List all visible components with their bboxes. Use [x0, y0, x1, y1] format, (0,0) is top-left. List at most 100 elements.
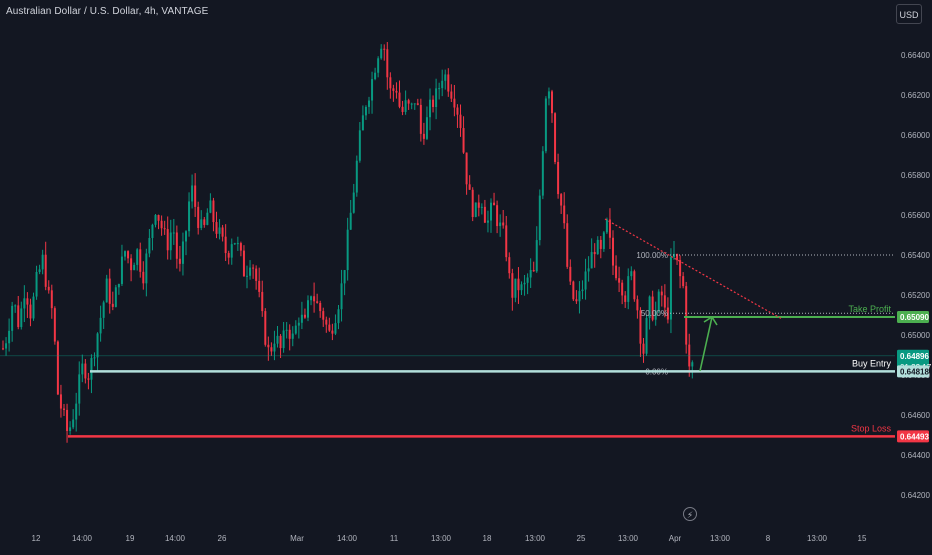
candle-body	[401, 106, 404, 112]
candle-body	[224, 236, 227, 254]
time-axis: 12 14:00 19 14:00 26 Mar 14:00 11 13:00 18 13:00 25…	[32, 534, 867, 543]
candle-body	[188, 201, 191, 232]
candle-body	[361, 115, 364, 131]
candle-body	[551, 91, 553, 114]
candle-body	[453, 98, 456, 108]
candle-body	[438, 88, 441, 90]
buy-entry-price-tag: 0.64818	[900, 367, 929, 376]
candle-body	[410, 103, 413, 105]
fib-level-label: 50.00%	[641, 309, 668, 318]
candle-body	[124, 251, 126, 257]
candle-body	[544, 98, 547, 152]
candle-body	[541, 151, 544, 196]
candle-body	[66, 409, 69, 432]
candle-body	[215, 222, 218, 234]
candle-body	[645, 317, 648, 354]
take-profit-price-tag: 0.65090	[900, 313, 929, 322]
candle-body	[441, 80, 444, 89]
candle-body	[526, 277, 529, 283]
candle-body	[371, 79, 374, 101]
candle-body	[477, 202, 480, 208]
time-tick-label: 12	[32, 534, 41, 543]
candle-body	[239, 243, 242, 251]
price-axis: 0.66400 0.66200 0.66000 0.65800 0.65600 0.654…	[897, 51, 932, 500]
candle-body	[63, 408, 65, 410]
time-tick-label: 13:00	[807, 534, 828, 543]
candle-body	[673, 253, 675, 258]
price-tick-label: 0.65400	[901, 251, 930, 260]
time-tick-label: 13:00	[710, 534, 731, 543]
candle-body	[166, 229, 169, 251]
candle-body	[639, 310, 642, 344]
time-tick-label: 19	[126, 534, 135, 543]
stop-loss-price-tag-bg	[897, 430, 929, 443]
time-tick-label: Mar	[290, 534, 304, 543]
candle-body	[78, 374, 81, 404]
candle-body	[532, 269, 535, 272]
candle-body	[349, 212, 352, 230]
candle-body	[364, 106, 367, 116]
trendline	[604, 218, 783, 320]
candle-body	[185, 231, 187, 242]
price-tick-label: 0.65600	[901, 211, 930, 220]
candle-body	[178, 258, 181, 264]
candle-body	[148, 237, 151, 254]
candle-body	[282, 330, 285, 349]
price-tick-label: 0.65800	[901, 171, 930, 180]
price-tick-label: 0.66200	[901, 91, 930, 100]
currency-button[interactable]: USD	[896, 4, 922, 24]
candle-body	[14, 305, 17, 307]
symbol-title: Australian Dollar / U.S. Dollar, 4h, VAN…	[6, 6, 209, 17]
lightning-icon[interactable]: ⚡	[683, 507, 697, 521]
candle-body	[291, 333, 294, 339]
candle-body	[297, 322, 300, 326]
candle-body	[322, 311, 325, 320]
candle-body	[642, 343, 645, 354]
candle-body	[404, 100, 407, 112]
candle-body	[32, 296, 35, 319]
candle-body	[569, 266, 572, 282]
candle-body	[197, 206, 200, 228]
candle-body	[468, 184, 471, 190]
candle-body	[691, 362, 694, 367]
candle-body	[163, 228, 166, 230]
candle-body	[8, 330, 11, 344]
candle-body	[75, 403, 78, 420]
candle-body	[191, 185, 194, 202]
candle-body	[587, 268, 590, 272]
level-label: Take Profit	[848, 304, 891, 314]
candle-body	[496, 205, 499, 227]
candle-body	[26, 298, 29, 305]
candle-body	[59, 394, 62, 409]
candle-body	[547, 91, 550, 99]
candle-body	[340, 283, 343, 310]
candle-body	[389, 77, 392, 89]
candle-body	[105, 278, 108, 303]
candle-body	[368, 100, 370, 107]
candle-body	[432, 99, 435, 108]
candle-body	[679, 260, 682, 277]
candle-body	[557, 161, 560, 195]
candle-body	[84, 363, 87, 379]
candle-body	[270, 347, 273, 352]
candle-body	[429, 99, 431, 118]
projection-arrowhead	[703, 315, 718, 326]
candle-body	[419, 104, 422, 134]
candle-body	[96, 333, 99, 358]
candle-body	[666, 307, 669, 320]
candle-body	[316, 301, 319, 303]
time-tick-label: 26	[218, 534, 227, 543]
last-price-tag: 0.64896	[900, 352, 929, 361]
candle-body	[172, 232, 175, 234]
candle-body	[175, 232, 178, 259]
candle-body	[676, 253, 679, 261]
candle-body	[50, 290, 53, 309]
candle-body	[114, 287, 117, 307]
candle-body	[47, 286, 50, 291]
candle-body	[154, 215, 157, 225]
candle-body	[355, 160, 358, 193]
candle-body	[307, 300, 309, 318]
candle-body	[142, 271, 145, 284]
